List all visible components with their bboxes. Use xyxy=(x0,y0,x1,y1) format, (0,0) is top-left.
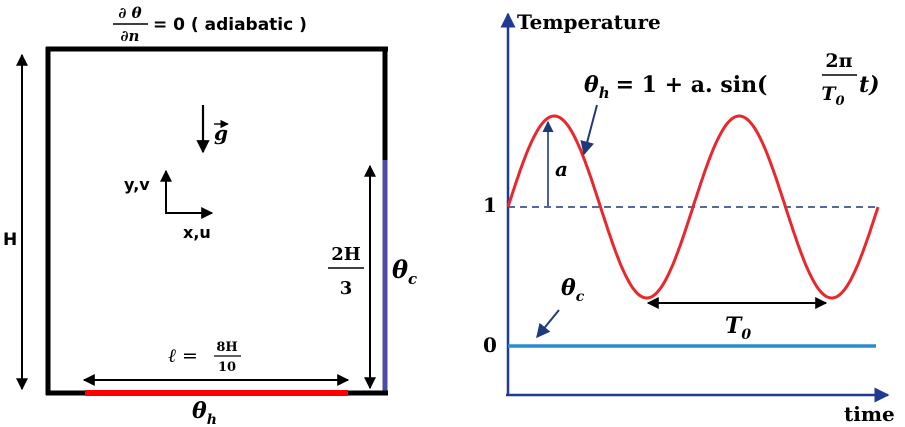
chart-equation-suffix: t) xyxy=(859,72,880,98)
chart-x-axis-title: time xyxy=(844,402,895,426)
cavity-cold-label: θc xyxy=(392,255,417,288)
temperature-chart: Temperature time 1 0 a θh = 1 + a. sin( 2… xyxy=(483,10,895,426)
chart-tick-1: 1 xyxy=(483,193,497,217)
chart-equation-denominator: T0 xyxy=(821,83,844,109)
equation-pointer-arrow xyxy=(580,104,598,156)
height-label: H xyxy=(3,230,17,250)
adiabatic-condition-text: = 0 ( adiabatic ) xyxy=(153,15,307,35)
chart-equation-numerator: 2π xyxy=(825,50,852,72)
cavity-heater-label: θh xyxy=(192,398,217,427)
period-label: T0 xyxy=(725,313,751,343)
coord-x-label: x,u xyxy=(183,223,211,242)
heater-length-numerator: 8H xyxy=(216,340,237,355)
chart-equation: θh = 1 + a. sin( xyxy=(584,72,767,102)
heater-length-lhs: ℓ = xyxy=(168,345,198,367)
chart-y-axis-title: Temperature xyxy=(517,10,661,34)
cold-wall-height-denominator: 3 xyxy=(340,278,353,299)
heater-length-denominator: 10 xyxy=(218,360,236,375)
cold-wall-height-numerator: 2H xyxy=(331,244,361,265)
chart-tick-0: 0 xyxy=(483,333,497,357)
adiabatic-partial-numerator: ∂ θ xyxy=(118,4,141,22)
adiabatic-partial-denominator: ∂n xyxy=(121,27,140,45)
cavity-diagram: ∂ θ ∂n = 0 ( adiabatic ) H g y,v x,u 2H … xyxy=(3,4,417,427)
cold-pointer-arrow xyxy=(536,309,560,339)
amplitude-label: a xyxy=(555,157,568,181)
chart-hot-curve xyxy=(506,114,880,300)
coord-y-label: y,v xyxy=(124,175,150,194)
chart-cold-label: θc xyxy=(561,275,585,305)
